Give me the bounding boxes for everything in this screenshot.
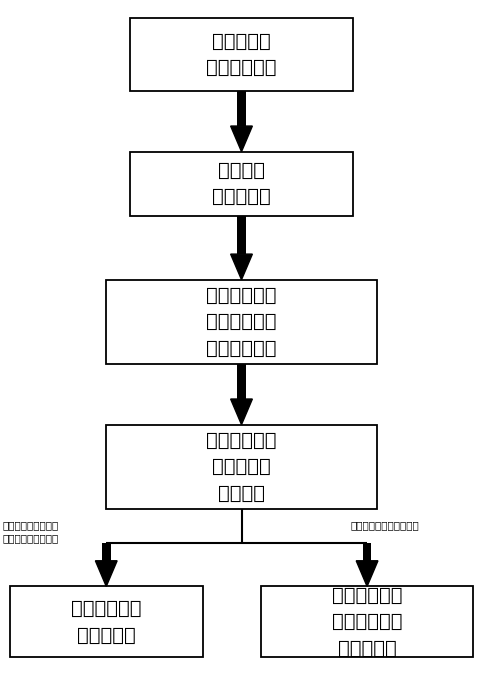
Bar bbox=[106, 280, 377, 364]
Bar bbox=[363, 543, 371, 561]
Text: 判断漏电互感
器二次线圈
当前状态: 判断漏电互感 器二次线圈 当前状态 bbox=[206, 431, 277, 503]
Polygon shape bbox=[356, 561, 378, 586]
Bar bbox=[130, 152, 353, 216]
Text: 计算直流
电压有效值: 计算直流 电压有效值 bbox=[212, 161, 271, 206]
Text: 计算交流电压
有效值及外部
剩余电流值: 计算交流电压 有效值及外部 剩余电流值 bbox=[332, 586, 402, 658]
Polygon shape bbox=[231, 126, 252, 152]
Bar bbox=[237, 216, 246, 254]
Text: 标记漏电互感
器当前状态: 标记漏电互感 器当前状态 bbox=[71, 599, 142, 644]
Polygon shape bbox=[231, 254, 252, 280]
Text: 主控模块获
取电压采样值: 主控模块获 取电压采样值 bbox=[206, 32, 277, 78]
Polygon shape bbox=[96, 561, 117, 586]
Bar bbox=[237, 364, 246, 399]
Polygon shape bbox=[231, 399, 252, 425]
Bar bbox=[106, 425, 377, 509]
Bar bbox=[102, 543, 111, 561]
Text: 漏电互感器二次线圈
处于短路或断路状态: 漏电互感器二次线圈 处于短路或断路状态 bbox=[2, 520, 58, 543]
Text: 漏电互感器二次线圈正常: 漏电互感器二次线圈正常 bbox=[350, 520, 419, 530]
Bar bbox=[130, 18, 353, 91]
Text: 将直流电压实
际值与三种状
态理论值比较: 将直流电压实 际值与三种状 态理论值比较 bbox=[206, 286, 277, 358]
Bar bbox=[261, 586, 473, 657]
Bar bbox=[237, 91, 246, 126]
Bar bbox=[10, 586, 203, 657]
